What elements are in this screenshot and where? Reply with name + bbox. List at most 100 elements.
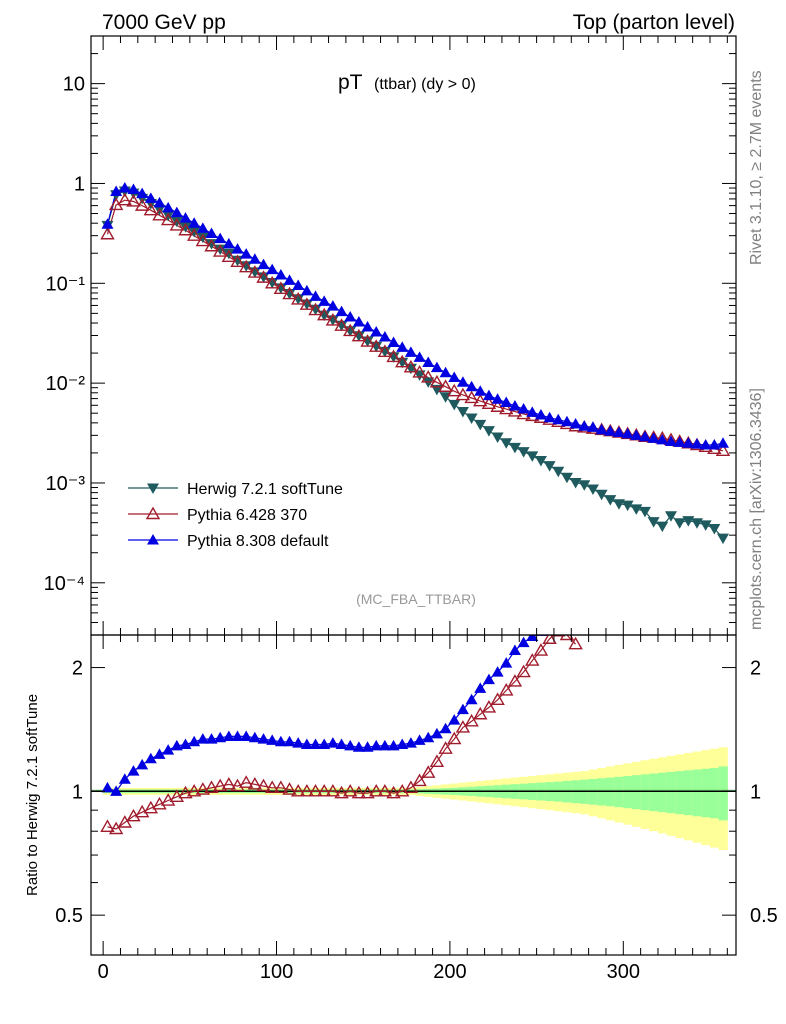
main-point-herwig bbox=[612, 499, 625, 510]
main-point-pythia8 bbox=[144, 192, 157, 203]
main-point-herwig bbox=[699, 520, 712, 531]
main-point-pythia6 bbox=[360, 334, 375, 347]
ratio-line-pythia6 bbox=[107, 635, 577, 830]
main-point-pythia8 bbox=[136, 187, 149, 199]
main-point-herwig bbox=[474, 419, 487, 431]
main-point-pythia8 bbox=[231, 243, 244, 254]
ratio-point-pythia6 bbox=[273, 780, 289, 794]
ratio-point-pythia6 bbox=[386, 785, 401, 799]
main-point-pythia8 bbox=[404, 346, 417, 357]
legend-marker-pythia6 bbox=[145, 506, 161, 520]
main-line-pythia8 bbox=[106, 187, 724, 446]
ratio-point-pythia6 bbox=[438, 741, 453, 754]
main-point-pythia8 bbox=[309, 290, 322, 301]
main-point-pythia8 bbox=[422, 356, 435, 367]
mcplots-reference-label: mcplots.cern.ch [arXiv:1306.3436] bbox=[748, 388, 765, 630]
main-point-herwig bbox=[595, 489, 608, 501]
main-point-pythia8 bbox=[222, 237, 235, 249]
ratio-y-tick-label-right: 1 bbox=[750, 781, 761, 803]
ratio-point-pythia8 bbox=[292, 737, 305, 748]
main-point-pythia6 bbox=[256, 270, 271, 283]
ratio-point-pythia8 bbox=[482, 673, 495, 685]
ratio-point-pythia6 bbox=[238, 775, 254, 788]
main-point-pythia8 bbox=[118, 182, 131, 193]
main-point-pythia6 bbox=[152, 207, 167, 221]
main-point-pythia8 bbox=[274, 269, 287, 280]
ratio-y-tick-label-right: 2 bbox=[750, 658, 761, 680]
ratio-x-tick-label: 0 bbox=[98, 961, 109, 983]
axes-layer: 10 1 10⁻¹ 10⁻² 10⁻³ 10⁻⁴ 0 100 200 300 2 2 1 1 0.5 0.5 bbox=[44, 35, 778, 983]
main-point-pythia8 bbox=[716, 437, 729, 448]
band-inner-bin bbox=[657, 772, 668, 813]
main-point-herwig bbox=[647, 517, 660, 528]
band-inner-bin bbox=[666, 771, 676, 814]
main-point-pythia6 bbox=[455, 387, 471, 401]
ratio-point-pythia8 bbox=[344, 739, 357, 751]
ratio-point-pythia8 bbox=[144, 752, 157, 764]
main-point-pythia8 bbox=[638, 430, 651, 442]
ratio-point-pythia8 bbox=[179, 738, 192, 749]
ratio-point-pythia8 bbox=[231, 730, 244, 741]
main-point-pythia8 bbox=[656, 433, 669, 445]
main-point-pythia8 bbox=[335, 305, 348, 317]
main-point-pythia8 bbox=[526, 406, 539, 417]
main-point-herwig bbox=[716, 533, 729, 545]
ratio-point-pythia6 bbox=[533, 643, 549, 656]
ratio-point-pythia8 bbox=[335, 738, 348, 749]
main-point-pythia8 bbox=[586, 421, 599, 432]
main-point-pythia6 bbox=[403, 359, 419, 373]
main-point-pythia6 bbox=[212, 244, 228, 257]
ratio-point-pythia6 bbox=[455, 720, 471, 733]
main-point-pythia8 bbox=[508, 400, 521, 411]
main-point-herwig bbox=[448, 399, 461, 411]
main-point-herwig bbox=[179, 222, 192, 233]
ratio-point-pythia8 bbox=[300, 738, 313, 749]
ratio-point-pythia8 bbox=[127, 765, 140, 776]
ratio-y-tick-label: 1 bbox=[72, 781, 83, 803]
main-point-pythia6 bbox=[100, 226, 115, 240]
main-point-pythia8 bbox=[153, 196, 166, 208]
main-point-pythia6 bbox=[325, 312, 341, 326]
ratio-point-pythia6 bbox=[516, 664, 531, 678]
ratio-point-pythia6 bbox=[464, 713, 479, 727]
main-point-pythia8 bbox=[448, 371, 461, 382]
main-point-pythia6 bbox=[473, 393, 488, 407]
ratio-point-pythia8 bbox=[352, 741, 365, 752]
ratio-point-pythia6 bbox=[360, 785, 375, 799]
ratio-point-pythia8 bbox=[422, 731, 435, 743]
main-point-herwig bbox=[465, 413, 478, 425]
main-point-pythia8 bbox=[110, 185, 123, 197]
main-point-pythia8 bbox=[101, 218, 114, 229]
main-point-pythia8 bbox=[708, 439, 721, 450]
main-point-pythia8 bbox=[578, 420, 591, 431]
main-point-pythia8 bbox=[647, 432, 660, 443]
main-point-pythia8 bbox=[552, 413, 565, 425]
ratio-point-pythia6 bbox=[264, 780, 280, 794]
header-left-label: 7000 GeV pp bbox=[102, 11, 226, 34]
ratio-point-pythia8 bbox=[370, 739, 383, 751]
main-y-tick-label: 10⁻² bbox=[46, 373, 86, 395]
main-point-pythia8 bbox=[387, 336, 400, 348]
main-point-pythia8 bbox=[344, 310, 357, 322]
ratio-point-pythia8 bbox=[378, 739, 391, 751]
main-point-pythia8 bbox=[214, 232, 227, 244]
main-point-pythia6 bbox=[429, 374, 445, 388]
main-point-pythia8 bbox=[456, 376, 469, 387]
main-point-pythia8 bbox=[430, 361, 443, 373]
ratio-point-pythia6 bbox=[542, 635, 557, 644]
main-point-pythia6 bbox=[316, 307, 332, 321]
ratio-point-pythia8 bbox=[361, 741, 374, 752]
main-point-herwig bbox=[586, 484, 599, 496]
main-point-herwig bbox=[552, 466, 565, 478]
main-point-pythia8 bbox=[673, 436, 686, 447]
main-point-pythia6 bbox=[134, 198, 150, 211]
ratio-x-tick-label: 200 bbox=[433, 961, 466, 983]
main-point-pythia6 bbox=[117, 192, 133, 206]
ratio-y-tick-label: 0.5 bbox=[55, 905, 83, 927]
ratio-point-pythia6 bbox=[290, 783, 306, 797]
ratio-point-pythia8 bbox=[404, 737, 417, 748]
ratio-point-pythia6 bbox=[377, 783, 393, 797]
main-point-pythia6 bbox=[386, 349, 401, 363]
main-point-pythia8 bbox=[292, 279, 305, 291]
band-inner-bin bbox=[623, 775, 633, 809]
